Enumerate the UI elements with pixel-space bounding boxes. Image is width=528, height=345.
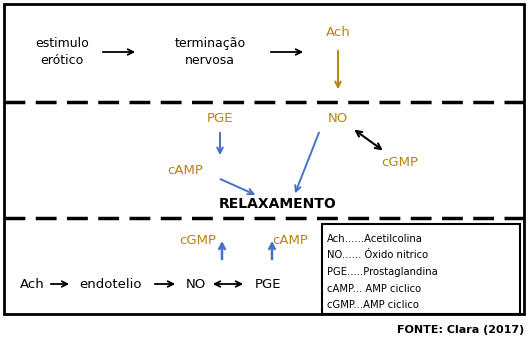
Text: Ach: Ach [326,26,351,39]
Text: NO: NO [186,277,206,290]
Text: PGE.....Prostaglandina: PGE.....Prostaglandina [327,267,438,277]
Text: FONTE: Clara (2017): FONTE: Clara (2017) [397,325,524,335]
Text: PGE: PGE [254,277,281,290]
Bar [4,4,524,314]
Text: terminação
nervosa: terminação nervosa [174,37,246,67]
Text: cGMP: cGMP [382,156,419,168]
Text: NO: NO [328,111,348,125]
Text: cAMP: cAMP [272,234,308,246]
Text: Ach: Ach [20,277,44,290]
Text: cAMP... AMP ciclico: cAMP... AMP ciclico [327,284,421,294]
Text: RELAXAMENTO: RELAXAMENTO [219,197,337,211]
Bar [322,224,520,314]
Text: Ach......Acetilcolina: Ach......Acetilcolina [327,234,423,244]
Text: PGE: PGE [207,111,233,125]
Text: NO...... Óxido nitrico: NO...... Óxido nitrico [327,250,428,260]
Text: endotelio: endotelio [79,277,142,290]
Text: cGMP: cGMP [180,234,216,246]
Text: cAMP: cAMP [167,164,203,177]
Text: estimulo
erótico: estimulo erótico [35,37,89,67]
Text: cGMP...AMP ciclico: cGMP...AMP ciclico [327,300,419,310]
